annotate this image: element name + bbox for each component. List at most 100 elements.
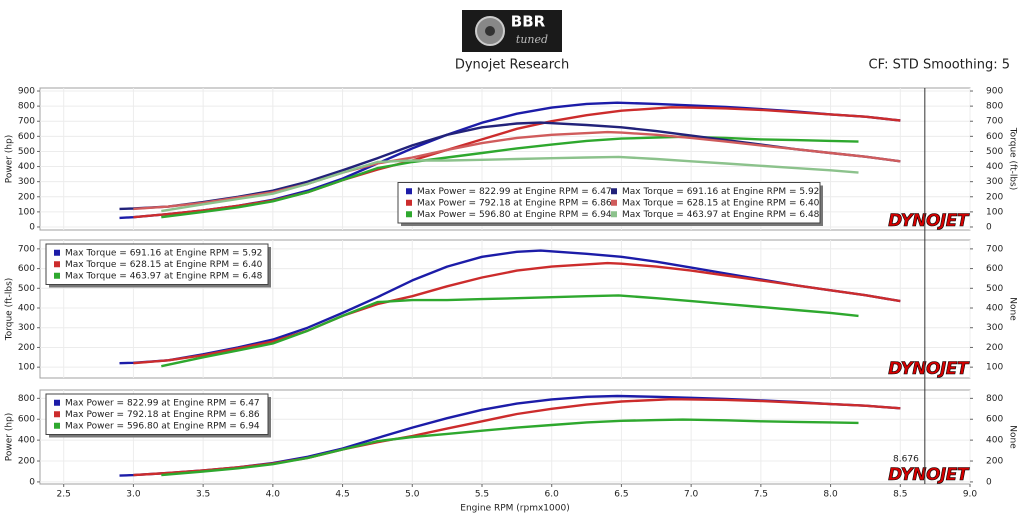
y-tick-label: 600 <box>18 415 35 425</box>
y-tick-label: 100 <box>18 207 35 217</box>
logo-turbo-hub <box>485 26 495 36</box>
legend-box <box>45 243 269 285</box>
y2-tick-label: 200 <box>986 457 1003 467</box>
y2-tick-label: 700 <box>986 244 1003 254</box>
x-tick-label: 4.0 <box>266 490 281 500</box>
y-tick-label: 600 <box>18 132 35 142</box>
y-axis-title: Torque (ft-lbs) <box>5 278 15 342</box>
cursor-label: 8.676 <box>893 455 919 465</box>
legend-label: Max Torque = 628.15 at Engine RPM = 6.40 <box>622 198 820 208</box>
y-tick-label: 900 <box>18 87 35 97</box>
legend-swatch <box>406 211 412 218</box>
y-tick-label: 800 <box>18 394 35 404</box>
series-line <box>133 261 901 365</box>
x-tick-label: 8.0 <box>823 490 838 500</box>
y2-axis-title: None <box>1008 425 1018 449</box>
y-tick-label: 0 <box>29 222 35 232</box>
x-tick-label: 8.5 <box>893 490 907 500</box>
legend-swatch <box>54 272 60 279</box>
logo-brand: BBR <box>511 13 546 31</box>
series-line <box>161 135 859 219</box>
y2-tick-label: 0 <box>986 222 992 232</box>
y2-tick-label: 700 <box>986 117 1003 127</box>
y2-tick-label: 500 <box>986 284 1003 294</box>
y2-tick-label: 800 <box>986 394 1003 404</box>
y2-tick-label: 300 <box>986 177 1003 187</box>
x-tick-label: 5.0 <box>405 490 420 500</box>
legend-label: Max Torque = 463.97 at Engine RPM = 6.48 <box>65 271 263 281</box>
legend-label: Max Power = 596.80 at Engine RPM = 6.94 <box>417 210 612 220</box>
x-tick-label: 4.5 <box>335 490 349 500</box>
y-tick-label: 300 <box>18 177 35 187</box>
x-tick-label: 3.0 <box>126 490 141 500</box>
x-tick-label: 3.5 <box>196 490 210 500</box>
x-tick-label: 7.0 <box>684 490 699 500</box>
y2-tick-label: 100 <box>986 207 1003 217</box>
legend-label: Max Torque = 628.15 at Engine RPM = 6.40 <box>65 260 263 270</box>
x-tick-label: 2.5 <box>57 490 71 500</box>
series-line <box>133 130 901 211</box>
y2-tick-label: 600 <box>986 132 1003 142</box>
legend-label: Max Torque = 463.97 at Engine RPM = 6.48 <box>622 210 820 220</box>
y-tick-label: 200 <box>18 192 35 202</box>
legend-box <box>397 182 821 224</box>
series-line <box>161 294 859 368</box>
legend-swatch <box>54 422 60 429</box>
legend-label: Max Power = 792.18 at Engine RPM = 6.86 <box>65 410 260 420</box>
x-tick-label: 9.0 <box>963 490 978 500</box>
y2-tick-label: 900 <box>986 87 1003 97</box>
y2-axis-title: Torque (ft-lbs) <box>1008 127 1018 191</box>
page-title: Dynojet Research <box>455 58 569 73</box>
y-axis-title: Power (hp) <box>5 135 15 184</box>
legend-swatch <box>611 188 617 195</box>
y-axis-title: Power (hp) <box>5 413 15 462</box>
legend-label: Max Power = 822.99 at Engine RPM = 6.47 <box>417 187 612 197</box>
legend-label: Max Torque = 691.16 at Engine RPM = 5.92 <box>65 248 262 258</box>
y2-tick-label: 500 <box>986 147 1003 157</box>
series-line <box>161 155 859 213</box>
x-axis-title: Engine RPM (rpmx1000) <box>460 504 569 514</box>
legend-swatch <box>406 188 412 195</box>
legend-label: Max Power = 822.99 at Engine RPM = 6.47 <box>65 398 260 408</box>
legend-label: Max Power = 596.80 at Engine RPM = 6.94 <box>65 421 260 431</box>
legend-label: Max Torque = 691.16 at Engine RPM = 5.92 <box>622 187 819 197</box>
legend-swatch <box>611 211 617 218</box>
legend-swatch <box>54 411 60 418</box>
y2-tick-label: 200 <box>986 343 1003 353</box>
y-tick-label: 600 <box>18 264 35 274</box>
legend-swatch <box>54 249 60 256</box>
watermark: DYNOJET <box>888 359 970 379</box>
x-tick-label: 6.5 <box>614 490 628 500</box>
legend-label: Max Power = 792.18 at Engine RPM = 6.86 <box>417 198 612 208</box>
y2-tick-label: 400 <box>986 436 1003 446</box>
y-tick-label: 200 <box>18 343 35 353</box>
y2-tick-label: 800 <box>986 102 1003 112</box>
legend-swatch <box>54 399 60 406</box>
watermark: DYNOJET <box>888 465 970 485</box>
y-tick-label: 0 <box>29 477 35 487</box>
y2-tick-label: 400 <box>986 162 1003 172</box>
y-tick-label: 700 <box>18 117 35 127</box>
y-tick-label: 700 <box>18 244 35 254</box>
y2-tick-label: 400 <box>986 304 1003 314</box>
x-tick-label: 5.5 <box>475 490 489 500</box>
y2-tick-label: 100 <box>986 363 1003 373</box>
logo-tag: tuned <box>516 33 548 46</box>
y2-tick-label: 600 <box>986 264 1003 274</box>
legend-swatch <box>54 261 60 268</box>
legend-box <box>45 393 269 435</box>
y-tick-label: 200 <box>18 457 35 467</box>
y-tick-label: 100 <box>18 363 35 373</box>
legend-swatch <box>406 199 412 206</box>
y2-tick-label: 300 <box>986 323 1003 333</box>
y-tick-label: 800 <box>18 102 35 112</box>
x-tick-label: 6.0 <box>545 490 560 500</box>
y-tick-label: 400 <box>18 436 35 446</box>
y2-tick-label: 0 <box>986 477 992 487</box>
y-tick-label: 300 <box>18 323 35 333</box>
y-tick-label: 400 <box>18 162 35 172</box>
settings-label: CF: STD Smoothing: 5 <box>869 58 1010 73</box>
y-tick-label: 500 <box>18 147 35 157</box>
watermark: DYNOJET <box>888 211 970 231</box>
